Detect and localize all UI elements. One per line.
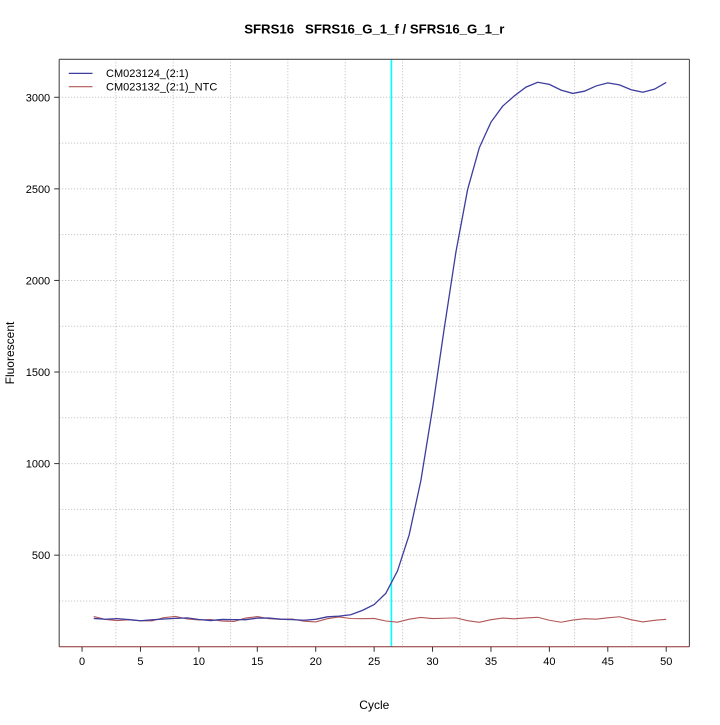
svg-text:2000: 2000 [26,275,50,287]
svg-text:1500: 1500 [26,367,50,379]
svg-text:CM023124_(2:1): CM023124_(2:1) [106,68,189,80]
svg-text:10: 10 [193,656,205,668]
svg-text:30: 30 [426,656,438,668]
svg-text:3000: 3000 [26,92,50,104]
svg-text:Cycle: Cycle [359,698,389,712]
svg-text:1000: 1000 [26,459,50,471]
svg-text:50: 50 [660,656,672,668]
svg-text:15: 15 [251,656,263,668]
svg-text:20: 20 [310,656,322,668]
svg-text:45: 45 [602,656,614,668]
svg-text:CM023132_(2:1)_NTC: CM023132_(2:1)_NTC [106,81,217,93]
svg-text:0: 0 [79,656,85,668]
svg-text:35: 35 [485,656,497,668]
svg-text:2500: 2500 [26,184,50,196]
svg-text:Fluorescent: Fluorescent [3,321,17,384]
svg-text:500: 500 [32,550,50,562]
svg-text:40: 40 [543,656,555,668]
svg-text:SFRS16 SFRS16_G_1_f / SFRS16: SFRS16 SFRS16_G_1_f / SFRS16_G_1_r [244,21,504,36]
svg-text:25: 25 [368,656,380,668]
svg-text:5: 5 [137,656,143,668]
